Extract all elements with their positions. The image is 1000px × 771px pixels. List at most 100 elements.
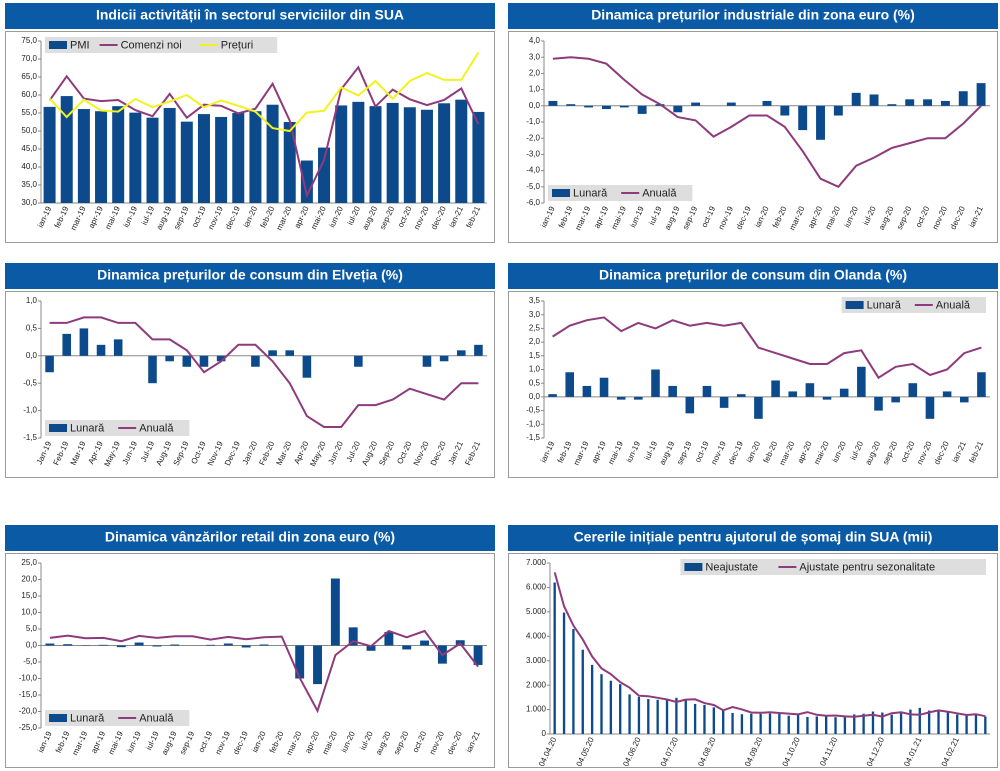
bar — [43, 106, 56, 203]
bar — [420, 109, 433, 203]
legend-label: Anuală — [139, 712, 174, 724]
bar — [348, 627, 358, 646]
y-tick-label: -1,0 — [23, 406, 37, 415]
bar — [45, 355, 54, 373]
bar — [206, 644, 215, 646]
bar — [815, 716, 818, 734]
bar — [668, 385, 677, 397]
y-tick-label: 0,0 — [529, 392, 541, 401]
bar — [116, 645, 126, 648]
bar — [422, 355, 432, 367]
bar — [403, 107, 416, 203]
bar — [295, 645, 305, 679]
bar — [851, 92, 861, 106]
bar — [862, 713, 865, 734]
bar — [285, 350, 295, 356]
bar — [113, 339, 123, 356]
legend-box — [841, 297, 986, 313]
bar — [456, 350, 466, 356]
bar — [553, 582, 556, 734]
bar — [651, 369, 660, 397]
bar — [925, 396, 935, 419]
y-tick-label: 6.000 — [526, 583, 547, 592]
bar — [438, 103, 451, 203]
bar — [937, 711, 940, 734]
y-tick-label: 3,0 — [529, 52, 541, 61]
bar — [740, 714, 744, 734]
legend-swatch — [49, 714, 67, 722]
chart-title: Dinamica prețurilor de consum din Olanda… — [599, 267, 907, 283]
y-tick-label: 1,0 — [529, 365, 541, 374]
panel-frame — [508, 553, 998, 768]
chart-title: Dinamica vânzărilor retail din zona euro… — [105, 529, 395, 545]
y-tick-label: -6,0 — [526, 198, 540, 207]
bar — [318, 147, 331, 203]
bar — [112, 106, 125, 203]
bar — [977, 372, 986, 397]
line-series — [552, 316, 982, 380]
chart-title: Indicii activității în sectorul servicii… — [96, 7, 404, 23]
bar — [601, 105, 611, 110]
bar — [98, 644, 108, 646]
bar — [582, 385, 592, 397]
y-tick-label: 0,0 — [529, 101, 541, 110]
bar — [768, 713, 772, 734]
y-tick-label: -15,0 — [19, 690, 38, 699]
legend: Lunară Anuală — [45, 420, 190, 436]
bar — [216, 355, 226, 362]
bar — [628, 694, 631, 734]
legend-label: Anuală — [139, 422, 174, 434]
bar — [215, 116, 228, 203]
bar — [420, 640, 430, 646]
bar — [259, 644, 269, 646]
bar — [302, 355, 312, 378]
y-tick-label: 1,0 — [26, 296, 38, 305]
bar — [473, 645, 483, 665]
bar — [637, 696, 641, 734]
bar — [942, 391, 952, 397]
bar — [833, 105, 843, 116]
panel-header — [508, 3, 998, 29]
bar — [313, 645, 322, 685]
line-series — [48, 65, 480, 199]
bar — [984, 716, 987, 734]
bar — [825, 715, 828, 734]
bar — [693, 703, 697, 734]
y-tick-label: 4.000 — [526, 631, 547, 640]
legend-swatch — [49, 41, 67, 49]
y-tick-label: 40,0 — [21, 162, 37, 171]
bar — [731, 712, 734, 734]
bar — [95, 111, 108, 203]
legend-label: Comenzi noi — [121, 39, 182, 51]
bar — [584, 105, 594, 108]
bar — [79, 328, 89, 356]
legend-box — [548, 185, 693, 201]
y-tick-label: 2,0 — [529, 337, 541, 346]
chart-title: Dinamica prețurilor industriale din zona… — [591, 7, 915, 23]
legend-label: Lunară — [867, 299, 902, 311]
y-tick-label: 2,5 — [529, 324, 541, 333]
legend-label: Lunară — [70, 422, 105, 434]
bar — [352, 101, 365, 203]
bar — [619, 105, 629, 108]
y-tick-label: -3,0 — [526, 150, 540, 159]
panel-frame — [5, 291, 495, 478]
y-tick-label: -1,0 — [526, 419, 540, 428]
bar — [455, 99, 468, 203]
panel-frame — [508, 31, 998, 243]
bar — [788, 391, 798, 397]
legend-box — [45, 420, 190, 436]
bar — [719, 396, 729, 408]
legend: Lunară Anuală — [841, 297, 986, 313]
bar — [759, 713, 762, 734]
legend: PMI Comenzi noi Prețuri — [45, 37, 278, 53]
bar — [354, 355, 363, 367]
bar — [839, 388, 849, 397]
y-tick-label: 75,0 — [21, 36, 37, 45]
bar — [778, 712, 781, 734]
bar — [232, 113, 245, 203]
legend: Neajustate Ajustate pentru sezonalitate — [680, 559, 986, 575]
bar — [798, 105, 808, 131]
legend-label: Prețuri — [221, 39, 253, 51]
y-tick-label: 35,0 — [21, 180, 37, 189]
